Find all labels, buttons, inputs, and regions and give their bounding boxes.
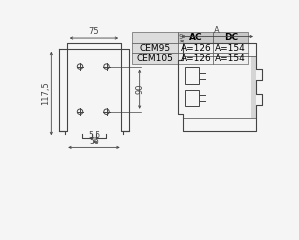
Text: CEM105: CEM105 xyxy=(137,54,174,63)
Text: A=154: A=154 xyxy=(215,43,246,53)
Bar xyxy=(179,43,213,54)
Bar xyxy=(179,54,213,64)
Text: DC: DC xyxy=(224,33,238,42)
Bar xyxy=(213,43,248,54)
Bar xyxy=(251,56,256,118)
Text: 56: 56 xyxy=(89,137,99,146)
Text: A=126: A=126 xyxy=(181,54,211,63)
Text: 117,5: 117,5 xyxy=(41,82,50,105)
Text: A: A xyxy=(214,26,220,35)
Text: 5,5: 5,5 xyxy=(88,132,100,140)
Text: 9: 9 xyxy=(179,34,183,40)
Text: 75: 75 xyxy=(89,28,99,36)
Bar xyxy=(132,32,179,43)
Text: A=154: A=154 xyxy=(215,54,246,63)
Text: AC: AC xyxy=(189,33,203,42)
Bar xyxy=(132,43,179,54)
Text: CEM95: CEM95 xyxy=(140,43,171,53)
Bar xyxy=(184,90,199,106)
Text: 90: 90 xyxy=(135,84,144,94)
Text: A=126: A=126 xyxy=(181,43,211,53)
Bar xyxy=(179,32,213,43)
Bar xyxy=(213,54,248,64)
Bar xyxy=(132,54,179,64)
Bar xyxy=(184,67,199,84)
Bar xyxy=(213,32,248,43)
